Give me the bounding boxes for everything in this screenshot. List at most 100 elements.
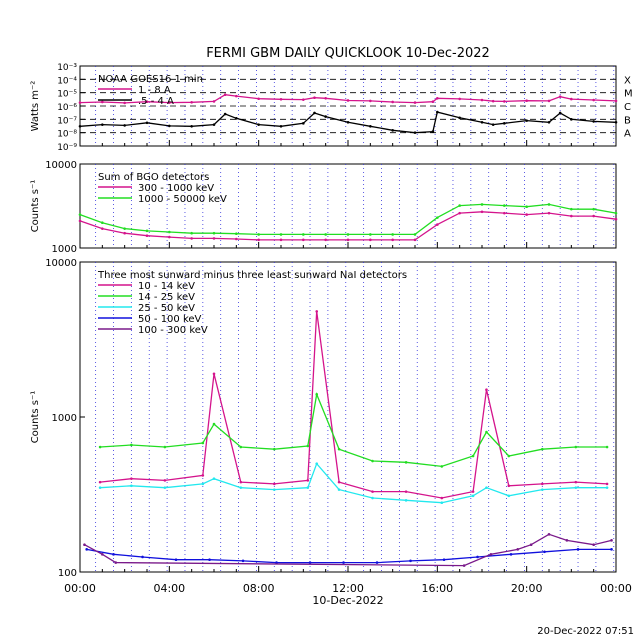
y-axis-label: Counts s⁻¹ — [30, 180, 41, 233]
legend-entry: 300 - 1000 keV — [138, 183, 214, 194]
series-point — [130, 484, 133, 488]
y-tick-label: 1000 — [52, 413, 77, 424]
series-point — [346, 238, 350, 242]
series-point — [485, 430, 488, 434]
flare-class-label: M — [624, 89, 633, 100]
series-point — [273, 488, 276, 491]
y-tick-label: 100 — [58, 568, 77, 579]
series-point — [565, 539, 569, 542]
series-point — [101, 553, 104, 556]
series-point — [85, 548, 88, 551]
series-point — [212, 422, 216, 426]
legend-entry: 1000 - 50000 keV — [138, 194, 227, 205]
flare-class-label: X — [624, 75, 631, 86]
figure-title: FERMI GBM DAILY QUICKLOOK 10-Dec-2022 — [206, 46, 490, 61]
series-point — [525, 119, 528, 122]
legend-entry: 1 - 8 A — [138, 85, 171, 96]
series-point — [315, 393, 319, 396]
series-point — [547, 533, 551, 536]
series-point — [442, 558, 446, 562]
y-axis-label: Counts s⁻¹ — [30, 391, 41, 444]
series-point — [235, 232, 238, 235]
series-point — [489, 553, 493, 556]
series-point — [168, 230, 171, 234]
series-point — [391, 100, 394, 104]
series-point — [369, 125, 372, 128]
legend-entry: 25 - 50 keV — [138, 303, 195, 314]
series-point — [324, 238, 327, 242]
series-point — [315, 310, 319, 313]
series-point — [541, 447, 544, 451]
series-point — [101, 221, 104, 225]
series-point — [257, 238, 260, 242]
series-point — [440, 501, 444, 504]
series-point — [525, 213, 528, 216]
series-point — [605, 486, 609, 489]
series-point — [592, 543, 595, 547]
series-point — [208, 558, 211, 562]
series-point — [369, 233, 372, 236]
series-point — [279, 97, 283, 101]
series-point — [509, 553, 513, 556]
series-point — [485, 388, 488, 392]
series-point — [324, 115, 327, 118]
series-point — [570, 97, 573, 101]
panel-1: 10⁻³ 10⁻⁴ 10⁻⁵ 10⁻⁶ 10⁻⁷ 10⁻⁸ 10⁻⁹ Watts m⁻² XMC… — [30, 63, 633, 153]
series-point — [83, 543, 86, 547]
x-axis-date-label: 10-Dec-2022 — [312, 594, 383, 607]
series-point — [547, 211, 551, 215]
series-point — [279, 233, 283, 236]
series-point — [485, 486, 488, 489]
series-point — [308, 561, 312, 564]
series-line-50-100-kev — [86, 548, 612, 564]
series-point — [275, 561, 278, 564]
series-point — [507, 484, 511, 488]
legend-title: Three most sunward minus three least sun… — [97, 270, 407, 281]
series-point — [543, 550, 546, 554]
series-point — [337, 488, 341, 491]
series-point — [391, 233, 394, 236]
series-point — [257, 233, 260, 236]
x-tick-label: 12:00 — [332, 582, 364, 595]
series-point — [391, 129, 394, 132]
flare-class-label: A — [624, 129, 631, 140]
series-point — [130, 477, 133, 480]
panel-3: 10000 1000 100 Counts s⁻¹ Three most sunward… — [30, 258, 617, 579]
series-point — [212, 100, 216, 103]
series-point — [313, 111, 316, 115]
series-point — [369, 99, 372, 103]
series-point — [371, 490, 374, 493]
series-point — [212, 237, 216, 240]
series-line-10-14-kev — [100, 311, 608, 499]
series-point — [98, 445, 102, 449]
series-point — [279, 125, 283, 128]
series-point — [212, 123, 216, 126]
series-point — [547, 120, 551, 124]
series-point — [558, 95, 562, 98]
series-point — [306, 486, 310, 489]
x-tick-label: 08:00 — [243, 582, 275, 595]
x-tick-label: 16:00 — [421, 582, 453, 595]
legend-entry: 14 - 25 keV — [138, 292, 195, 303]
series-point — [547, 99, 551, 103]
series-point — [273, 447, 276, 451]
series-point — [592, 120, 595, 123]
series-point — [306, 444, 310, 448]
series-point — [235, 116, 238, 120]
y-axis-label: Watts m⁻² — [30, 81, 41, 132]
series-point — [614, 120, 618, 124]
series-point — [324, 96, 327, 100]
series-point — [592, 214, 595, 218]
y-tick-label: 10000 — [45, 160, 77, 171]
series-point — [610, 539, 613, 542]
series-point — [436, 96, 439, 100]
series-point — [503, 211, 506, 215]
flare-class-label: C — [624, 102, 631, 113]
series-point — [574, 486, 578, 489]
series-point — [168, 101, 171, 104]
series-point — [558, 111, 562, 115]
series-point — [371, 496, 374, 500]
series-line-1000-50000-kev — [79, 203, 617, 236]
series-point — [529, 543, 533, 547]
series-point — [507, 494, 511, 498]
